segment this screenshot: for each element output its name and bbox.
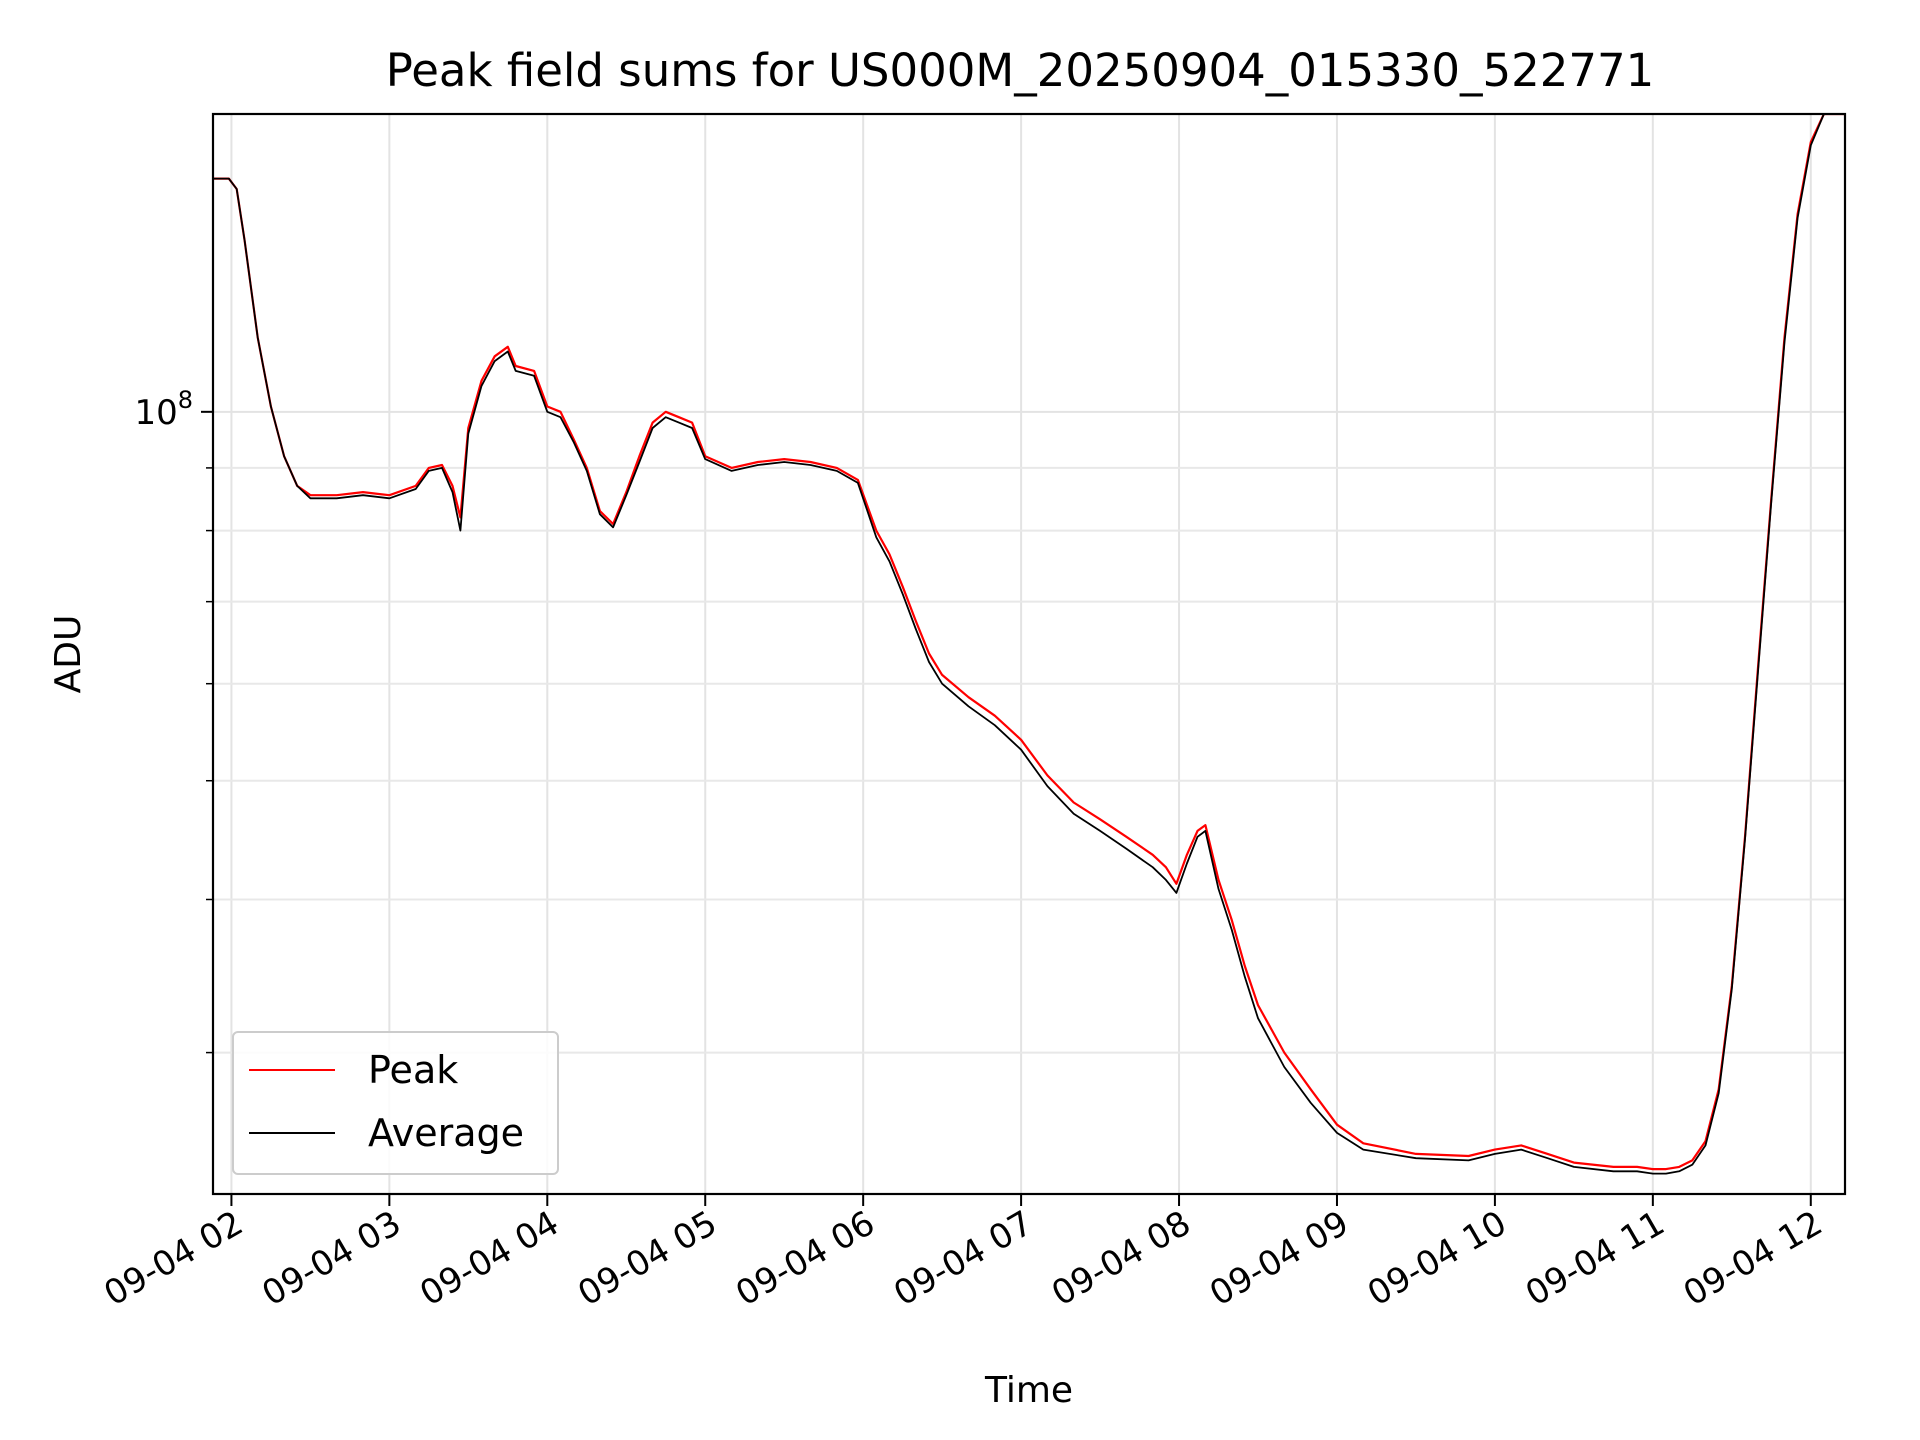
plot-frame: [211, 112, 1847, 1196]
series-line-average: [213, 114, 1845, 1175]
gridlines: [213, 114, 1845, 1194]
legend: Peak Average: [232, 1031, 559, 1175]
y-tick-label: 108: [134, 386, 193, 433]
series-line-peak: [213, 114, 1845, 1171]
legend-label: Peak: [368, 1048, 458, 1092]
x-axis-label: Time: [984, 1370, 1073, 1411]
y-axis-ticks: 108: [134, 386, 213, 1054]
y-axis-label: ADU: [48, 615, 89, 694]
plot-lines: [213, 114, 1845, 1175]
legend-label: Average: [368, 1111, 524, 1155]
chart-title: Peak field sums for US000M_20250904_0153…: [386, 44, 1655, 97]
legend-box: [232, 1031, 559, 1175]
